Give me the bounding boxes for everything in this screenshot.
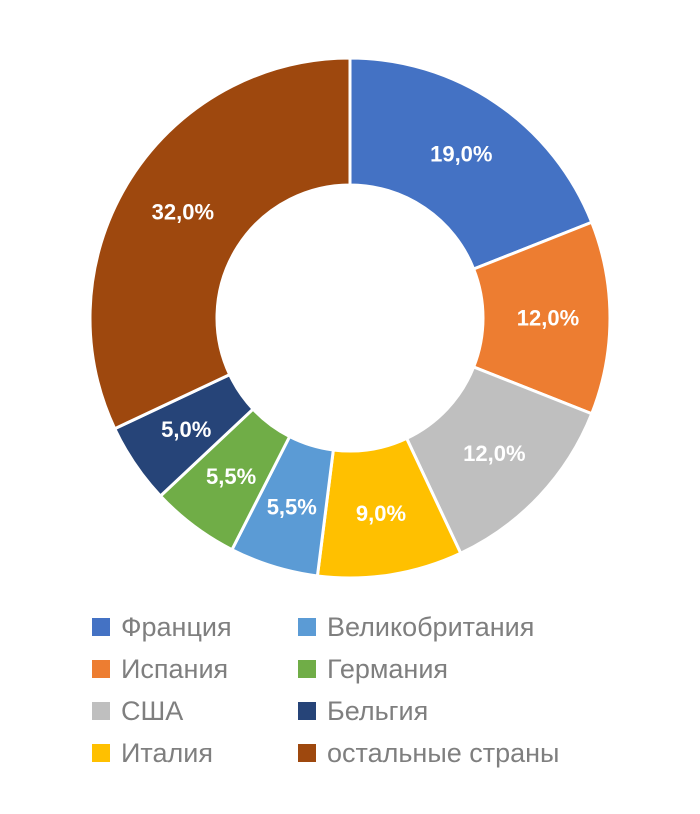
legend-swatch [298,744,316,762]
legend-label: США [121,695,184,726]
data-label-5: 5,5% [267,495,317,520]
legend-item: остальные страны [298,732,598,774]
legend-label: Германия [327,653,449,684]
legend-swatch [298,702,316,720]
legend-item: Испания [92,648,298,690]
legend-swatch [92,618,110,636]
legend-label: Испания [121,653,229,684]
legend-label: Франция [121,611,232,642]
legend-label: Бельгия [327,695,429,726]
legend-item: Франция [92,606,298,648]
legend-item: Бельгия [298,690,598,732]
data-label-8: 32,0% [152,199,214,224]
legend-swatch [298,618,316,636]
data-label-4: 9,0% [356,501,406,526]
donut-data-labels: 19,0% 12,0% 12,0% 9,0% 5,5% 5,5% 5,0% 32,0% [152,142,580,526]
legend-item: Италия [92,732,298,774]
legend-label: остальные страны [327,737,560,768]
data-label-6: 5,5% [206,464,256,489]
legend-label: Италия [121,737,213,768]
slice-1 [348,56,594,271]
chart-legend: Франция Великобритания Испания Германия США Б… [92,606,598,774]
legend-item: США [92,690,298,732]
legend-swatch [92,702,110,720]
data-label-1: 19,0% [430,142,492,167]
legend-label: Великобритания [327,611,535,642]
data-label-7: 5,0% [161,417,211,442]
data-label-3: 12,0% [463,441,525,466]
legend-item: Великобритания [298,606,598,648]
legend-item: Германия [298,648,598,690]
legend-swatch [298,660,316,678]
donut-slices [88,56,612,580]
donut-chart: 19,0% 12,0% 12,0% 9,0% 5,5% 5,5% 5,0% 32,0% [88,56,612,580]
slice-8 [88,56,352,431]
legend-swatch [92,744,110,762]
data-label-2: 12,0% [517,306,579,331]
legend-swatch [92,660,110,678]
